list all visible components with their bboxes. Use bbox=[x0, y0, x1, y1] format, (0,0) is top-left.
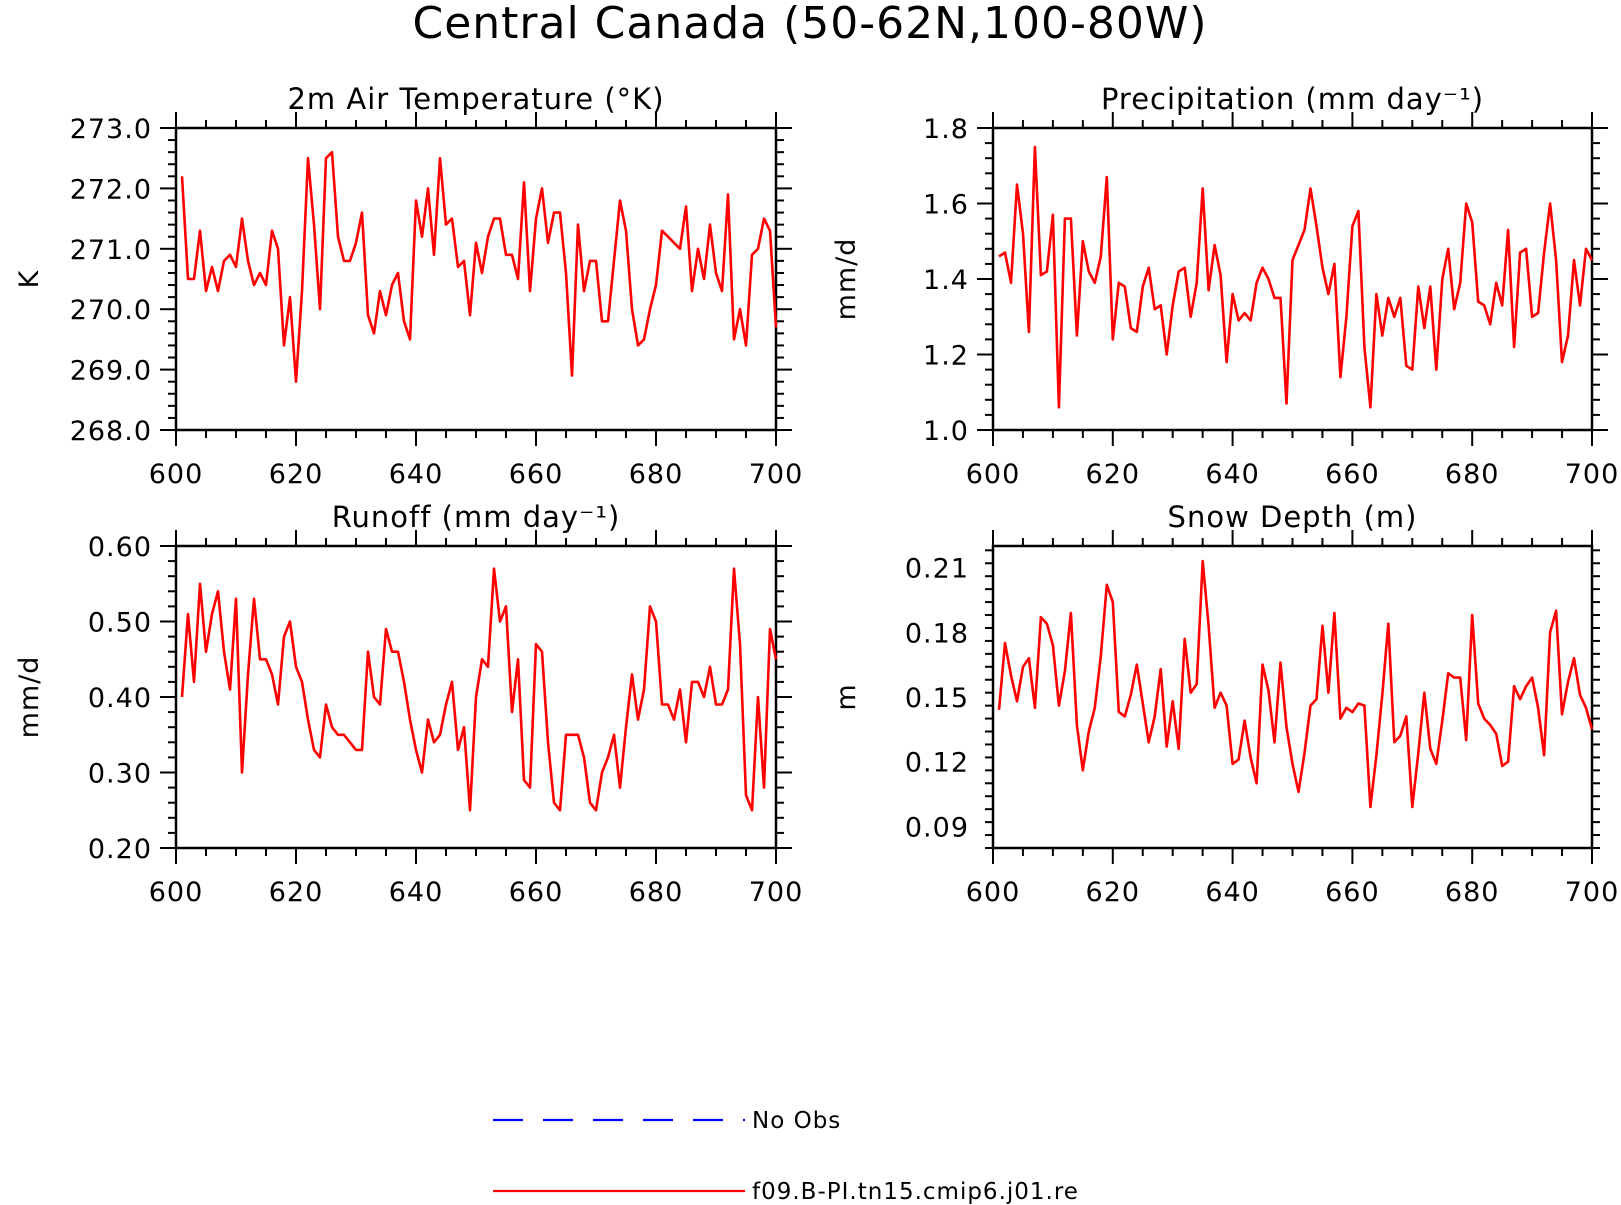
figure-title: Central Canada (50-62N,100-80W) bbox=[412, 0, 1207, 49]
x-tick-label-runoff: 620 bbox=[269, 877, 324, 908]
y-tick-label-air-temperature: 273.0 bbox=[70, 114, 152, 145]
y-tick-label-runoff: 0.50 bbox=[88, 608, 152, 639]
series-line-runoff bbox=[180, 567, 778, 812]
y-tick-label-air-temperature: 271.0 bbox=[70, 235, 152, 266]
y-tick-label-runoff: 0.60 bbox=[88, 532, 152, 563]
x-tick-label-snow-depth: 640 bbox=[1205, 877, 1260, 908]
x-tick-label-snow-depth: 700 bbox=[1565, 877, 1620, 908]
y-tick-label-runoff: 0.40 bbox=[88, 683, 152, 714]
y-tick-label-snow-depth: 0.09 bbox=[905, 812, 969, 843]
y-tick-label-air-temperature: 269.0 bbox=[70, 356, 152, 387]
plot-frame-snow-depth bbox=[991, 544, 1594, 850]
panel-air-temperature: 2m Air Temperature (°K) K 600 620 640 660 680 7… bbox=[14, 82, 804, 490]
legend-model-label: f09.B-PI.tn15.cmip6.j01.re bbox=[752, 1179, 1079, 1205]
panel-precipitation: Precipitation (mm day⁻¹) mm/d 600 620 640 660… bbox=[831, 82, 1620, 490]
panel-title-snow-depth: Snow Depth (m) bbox=[1168, 500, 1418, 534]
panel-title-air-temperature: 2m Air Temperature (°K) bbox=[287, 82, 664, 116]
panel-title-precipitation: Precipitation (mm day⁻¹) bbox=[1101, 82, 1484, 116]
y-tick-label-snow-depth: 0.18 bbox=[905, 618, 969, 649]
y-tick-label-snow-depth: 0.21 bbox=[905, 554, 969, 585]
legend-no-obs-label: No Obs bbox=[752, 1108, 841, 1134]
x-tick-label-runoff: 680 bbox=[629, 877, 684, 908]
y-tick-label-precipitation: 1.6 bbox=[923, 190, 969, 221]
x-tick-label-runoff: 660 bbox=[509, 877, 564, 908]
x-tick-label-air-temperature: 660 bbox=[509, 459, 564, 490]
x-tick-label-runoff: 700 bbox=[749, 877, 804, 908]
y-axis-label-air-temperature: K bbox=[14, 269, 45, 288]
y-tick-label-snow-depth: 0.12 bbox=[905, 748, 969, 779]
y-tick-label-runoff: 0.30 bbox=[88, 759, 152, 790]
y-axis-label-precipitation: mm/d bbox=[831, 238, 862, 321]
y-axis-label-runoff: mm/d bbox=[14, 656, 45, 739]
x-tick-label-precipitation: 640 bbox=[1205, 459, 1260, 490]
x-tick-label-precipitation: 620 bbox=[1086, 459, 1141, 490]
x-tick-label-precipitation: 680 bbox=[1445, 459, 1500, 490]
x-tick-label-snow-depth: 620 bbox=[1086, 877, 1141, 908]
x-tick-label-air-temperature: 620 bbox=[269, 459, 324, 490]
panel-snow-depth: Snow Depth (m) m 600 620 640 660 680 700 0.09 0.1… bbox=[831, 500, 1620, 908]
x-tick-label-snow-depth: 660 bbox=[1325, 877, 1380, 908]
x-tick-label-snow-depth: 600 bbox=[966, 877, 1021, 908]
series-line-snow-depth bbox=[997, 559, 1594, 809]
legend: No Obs f09.B-PI.tn15.cmip6.j01.re bbox=[493, 1108, 1079, 1205]
y-axis-label-snow-depth: m bbox=[831, 683, 862, 710]
x-tick-label-air-temperature: 680 bbox=[629, 459, 684, 490]
x-tick-label-air-temperature: 640 bbox=[389, 459, 444, 490]
y-tick-label-precipitation: 1.0 bbox=[923, 416, 969, 447]
y-tick-label-air-temperature: 272.0 bbox=[70, 174, 152, 205]
x-tick-label-air-temperature: 700 bbox=[749, 459, 804, 490]
y-tick-label-air-temperature: 270.0 bbox=[70, 295, 152, 326]
series-line-air-temperature bbox=[180, 150, 778, 384]
y-tick-label-runoff: 0.20 bbox=[88, 834, 152, 865]
y-tick-label-precipitation: 1.2 bbox=[923, 341, 969, 372]
series-line-precipitation bbox=[998, 145, 1594, 409]
y-tick-label-air-temperature: 268.0 bbox=[70, 416, 152, 447]
x-tick-label-precipitation: 700 bbox=[1565, 459, 1620, 490]
x-tick-label-runoff: 640 bbox=[389, 877, 444, 908]
x-tick-label-precipitation: 600 bbox=[966, 459, 1021, 490]
y-tick-label-snow-depth: 0.15 bbox=[905, 683, 969, 714]
panel-title-runoff: Runoff (mm day⁻¹) bbox=[332, 500, 621, 534]
x-tick-label-snow-depth: 680 bbox=[1445, 877, 1500, 908]
y-tick-label-precipitation: 1.4 bbox=[923, 265, 969, 296]
x-tick-label-precipitation: 660 bbox=[1325, 459, 1380, 490]
panel-runoff: Runoff (mm day⁻¹) mm/d 600 620 640 660 680 700 0… bbox=[14, 500, 804, 908]
y-tick-label-precipitation: 1.8 bbox=[923, 114, 969, 145]
x-tick-label-air-temperature: 600 bbox=[149, 459, 204, 490]
x-tick-label-runoff: 600 bbox=[149, 877, 204, 908]
